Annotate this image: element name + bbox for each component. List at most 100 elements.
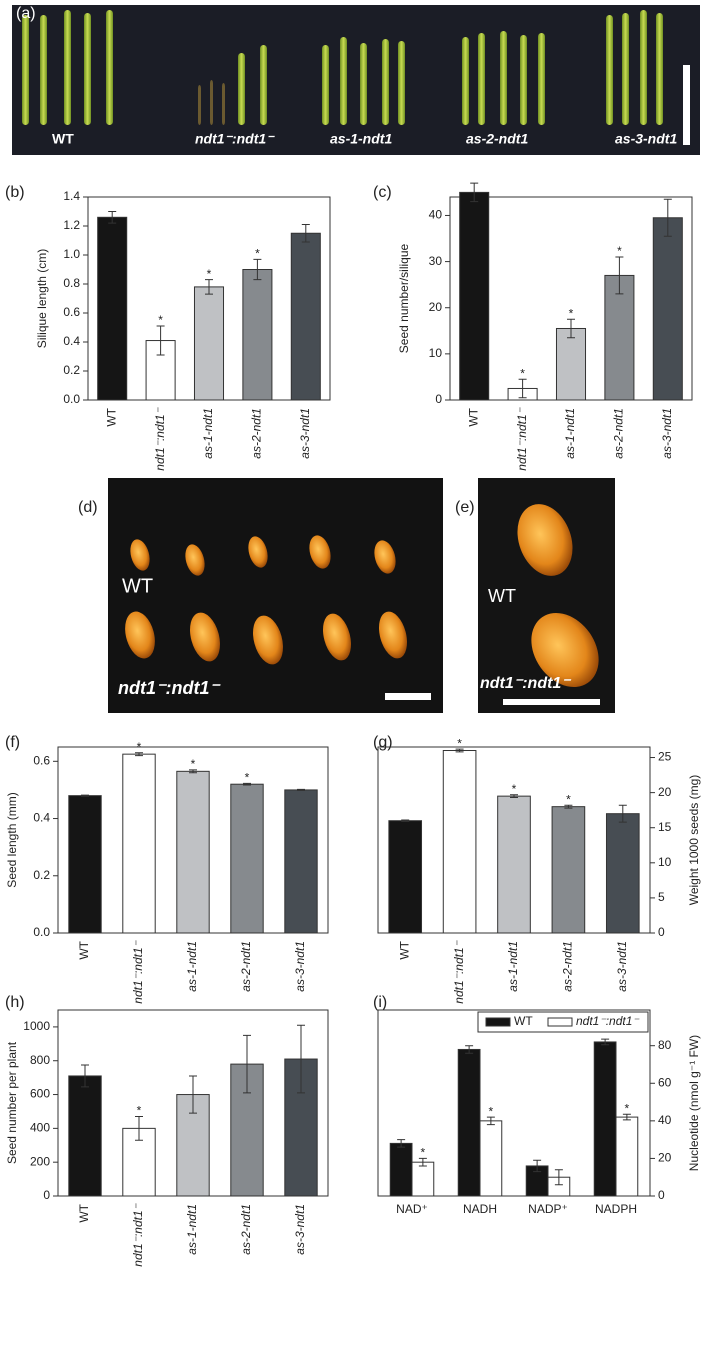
error-bar (189, 1075, 197, 1114)
legend-label: ndt1⁻:ndt1⁻ (576, 1014, 640, 1028)
seed (125, 611, 155, 659)
seed (309, 535, 331, 569)
error-bar (470, 182, 479, 203)
error-bar (518, 378, 527, 399)
bar (555, 327, 587, 401)
panel-label: (g) (373, 734, 393, 751)
bar (593, 1041, 617, 1197)
silique (198, 85, 201, 125)
bar (442, 750, 477, 934)
error-bar (622, 1113, 631, 1121)
photo-label: ndt1⁻:ndt1⁻ (195, 131, 275, 147)
y-tick-label: 10 (429, 346, 443, 360)
significance-mark: * (137, 1104, 142, 1118)
silique (322, 45, 329, 125)
silique (520, 35, 527, 125)
legend-label: WT (514, 1014, 533, 1028)
error-bar (81, 1064, 89, 1088)
x-tick-label: as-3-ndt1 (660, 408, 674, 459)
y-tick-label: 30 (429, 254, 443, 268)
bar (652, 217, 683, 401)
significance-mark: * (625, 1101, 630, 1115)
panel-label: (f) (5, 734, 20, 751)
silique (360, 43, 367, 125)
bar (497, 795, 531, 934)
y-tick-label: 10 (658, 855, 672, 869)
error-bar (567, 318, 575, 339)
error-bar (135, 752, 143, 757)
y-tick-label: 0.6 (63, 305, 80, 319)
error-bar (301, 224, 310, 243)
silique (64, 10, 71, 125)
y-tick-label: 80 (658, 1038, 672, 1052)
photo-label: as-3-ndt1 (615, 131, 677, 147)
legend-swatch (547, 1017, 573, 1027)
x-tick-label: as-3-ndt1 (293, 1204, 307, 1255)
y-axis-label: Silique length (cm) (35, 249, 49, 348)
x-tick-label: ndt1⁻:ndt1⁻ (131, 1202, 145, 1266)
panel-label: (e) (455, 499, 475, 516)
bar (389, 1142, 413, 1197)
x-tick-label: as-1-ndt1 (506, 941, 520, 992)
y-tick-label: 0 (658, 1188, 665, 1202)
y-tick-label: 0 (43, 1188, 50, 1202)
x-tick-label: as-2-ndt1 (612, 408, 626, 459)
x-tick-label: WT (397, 940, 411, 959)
x-tick-label: WT (466, 407, 480, 426)
silique (40, 15, 47, 125)
significance-mark: * (255, 247, 260, 261)
bar (459, 191, 490, 401)
panel-label: (h) (5, 994, 25, 1011)
y-tick-label: 0 (435, 392, 442, 406)
y-axis-label: Nucleotide (nmol g⁻¹ FW) (687, 1035, 701, 1171)
y-tick-label: 400 (30, 1121, 50, 1135)
seed (185, 544, 205, 576)
silique (210, 80, 213, 125)
x-tick-label: NAD⁺ (396, 1202, 428, 1216)
siliques (22, 10, 663, 125)
y-tick-label: 0.4 (63, 334, 80, 348)
panel-label: (b) (5, 184, 25, 201)
photo-label: ndt1⁻:ndt1⁻ (118, 678, 221, 698)
silique (478, 33, 485, 125)
error-bar (205, 279, 213, 295)
x-tick-label: ndt1⁻:ndt1⁻ (131, 939, 145, 1003)
silique (84, 13, 91, 125)
x-tick-label: ndt1⁻:ndt1⁻ (515, 406, 529, 470)
y-tick-label: 0.2 (33, 868, 50, 882)
y-tick-label: 0.0 (63, 392, 80, 406)
error-bar (601, 1038, 610, 1046)
error-bar (663, 198, 672, 237)
bar (604, 274, 635, 401)
silique (622, 13, 629, 125)
silique (222, 83, 225, 125)
bar (615, 1116, 639, 1197)
x-tick-label: as-2-ndt1 (250, 408, 264, 459)
error-bar (189, 769, 197, 774)
x-tick-label: as-2-ndt1 (239, 941, 253, 992)
seed (517, 504, 573, 576)
x-tick-label: as-2-ndt1 (239, 1204, 253, 1255)
seed (130, 539, 150, 571)
x-tick-label: as-1-ndt1 (185, 1204, 199, 1255)
y-axis-label: Seed length (mm) (5, 792, 19, 887)
x-tick-label: NADP⁺ (528, 1202, 568, 1216)
y-tick-label: 1.2 (63, 218, 80, 232)
x-tick-label: WT (77, 940, 91, 959)
seed (378, 611, 408, 659)
y-axis-label: Weight 1000 seeds (mg) (687, 775, 701, 906)
seed (253, 615, 283, 665)
error-bar (243, 782, 251, 786)
significance-mark: * (489, 1104, 494, 1118)
silique (500, 31, 507, 125)
y-tick-label: 40 (429, 208, 443, 222)
photo-label: WT (488, 586, 516, 606)
y-tick-label: 0.2 (63, 363, 80, 377)
seed (190, 612, 220, 662)
silique (538, 33, 545, 125)
y-tick-label: 1.4 (63, 189, 80, 203)
silique (656, 13, 663, 125)
bar (411, 1161, 435, 1197)
significance-mark: * (207, 267, 212, 281)
